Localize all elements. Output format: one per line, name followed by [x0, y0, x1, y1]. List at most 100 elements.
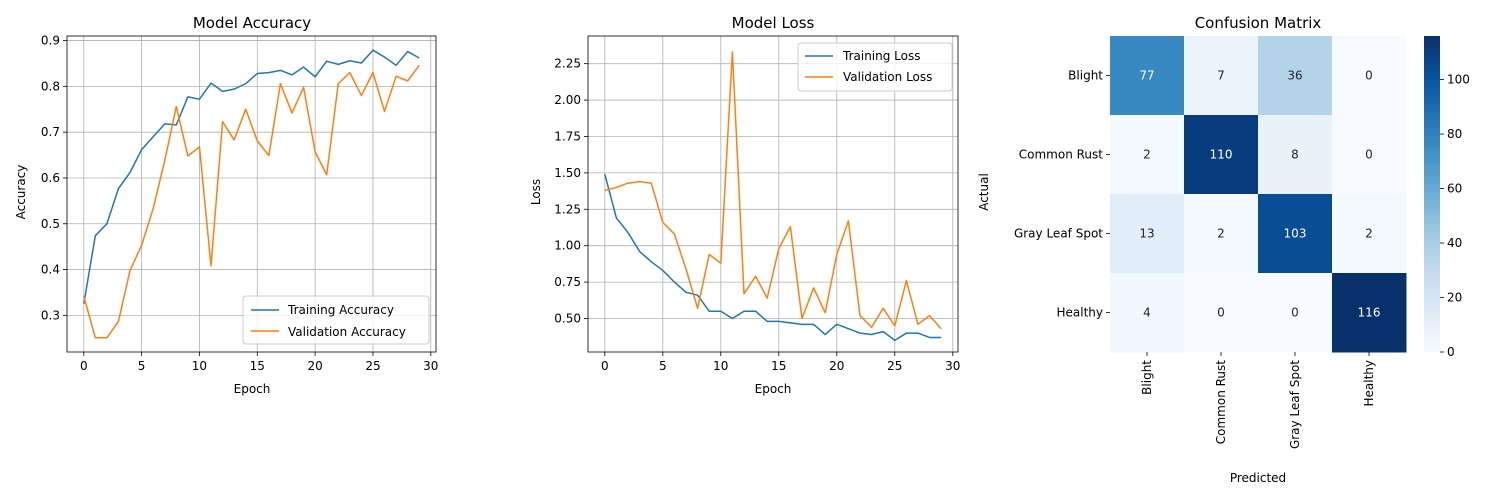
confusion-cell — [1110, 194, 1185, 274]
confusion-cell — [1258, 36, 1333, 116]
confusion-cell-value: 8 — [1291, 148, 1299, 162]
confusion-cell-value: 7 — [1217, 69, 1225, 83]
confusion-col-label: Healthy — [1362, 360, 1376, 407]
loss-ticks: 0 5 10 15 20 25 30 0.50 0.75 1.00 1.25 1.50 1.75 2.00… — [554, 57, 960, 373]
accuracy-ytick-label: 0.9 — [41, 34, 60, 48]
accuracy-ytick-label: 0.3 — [41, 308, 60, 322]
loss-ytick-label: 1.75 — [554, 129, 581, 143]
series-line-validation-loss — [604, 51, 942, 330]
loss-xtick-label: 0 — [601, 359, 609, 373]
confusion-cell — [1258, 194, 1333, 274]
confusion-matrix: Confusion Matrix Predicted Actual 77 7 36 0… — [977, 14, 1470, 485]
colorbar-tick-label: 100 — [1447, 73, 1470, 87]
accuracy-ytick-label: 0.4 — [41, 263, 60, 277]
accuracy-legend-box — [242, 295, 430, 345]
confusion-cell-value: 0 — [1365, 69, 1373, 83]
confusion-cells: 77 7 36 02 110 8 013 2 103 24 0 0 116 — [1110, 36, 1407, 353]
loss-lines — [604, 51, 942, 342]
colorbar-ticks: 0 20 40 60 80 100 — [1440, 73, 1470, 359]
loss-x-label: Epoch — [755, 382, 792, 396]
confusion-cell — [1110, 115, 1185, 195]
loss-ytick-label: 1.50 — [554, 166, 581, 180]
confusion-x-label: Predicted — [1230, 471, 1286, 485]
accuracy-grid — [67, 36, 436, 352]
loss-ytick-label: 0.50 — [554, 312, 581, 326]
confusion-cell — [1258, 273, 1333, 353]
confusion-col-label: Gray Leaf Spot — [1288, 360, 1302, 449]
accuracy-chart-title: Model Accuracy — [193, 14, 311, 32]
accuracy-xtick-label: 30 — [423, 359, 438, 373]
loss-xtick-label: 20 — [829, 359, 844, 373]
accuracy-xtick-label: 10 — [192, 359, 207, 373]
confusion-cell — [1258, 115, 1333, 195]
confusion-cell-value: 110 — [1210, 148, 1233, 162]
confusion-col-label: Blight — [1140, 360, 1154, 395]
confusion-cell — [1332, 273, 1407, 353]
loss-ytick-label: 1.25 — [554, 202, 581, 216]
loss-xtick-label: 10 — [713, 359, 728, 373]
confusion-row-label: Common Rust — [1019, 148, 1104, 162]
confusion-cell — [1332, 36, 1407, 116]
loss-axes-frame — [587, 35, 959, 353]
loss-ytick-label: 2.00 — [554, 93, 581, 107]
colorbar-tick-label: 40 — [1447, 236, 1462, 250]
legend-label-validation-loss: Validation Loss — [843, 70, 932, 84]
accuracy-xtick-label: 25 — [365, 359, 380, 373]
confusion-cell-value: 13 — [1139, 227, 1154, 241]
accuracy-ytick-label: 0.8 — [41, 79, 60, 93]
confusion-y-label: Actual — [977, 173, 991, 211]
confusion-cell-value: 36 — [1287, 69, 1302, 83]
confusion-cell-value: 0 — [1291, 306, 1299, 320]
confusion-cell-value: 2 — [1217, 227, 1225, 241]
confusion-col-label: Common Rust — [1214, 360, 1228, 445]
accuracy-y-label: Accuracy — [14, 165, 28, 220]
confusion-cell-value: 2 — [1365, 227, 1373, 241]
confusion-cell — [1184, 194, 1259, 274]
accuracy-ticks: 0 5 10 15 20 25 30 0.3 0.4 0.5 0.6 0.7 0.8 0.9 — [41, 34, 439, 373]
loss-chart: Model Loss Epoch Loss 0 5 10 15 20 25 30 0.50 0.… — [529, 14, 960, 396]
confusion-cell — [1332, 194, 1407, 274]
loss-xtick-label: 25 — [887, 359, 902, 373]
accuracy-xtick-label: 5 — [138, 359, 146, 373]
confusion-cell — [1110, 273, 1185, 353]
loss-chart-title: Model Loss — [732, 14, 815, 32]
confusion-cell-value: 0 — [1365, 148, 1373, 162]
series-line-training-accuracy — [83, 49, 420, 305]
loss-xtick-label: 30 — [945, 359, 960, 373]
colorbar — [1424, 36, 1440, 352]
confusion-row-label: Gray Leaf Spot — [1014, 227, 1103, 241]
loss-legend-box — [797, 42, 953, 92]
confusion-cell — [1332, 115, 1407, 195]
accuracy-ytick-label: 0.7 — [41, 125, 60, 139]
loss-xtick-label: 15 — [771, 359, 786, 373]
accuracy-lines — [83, 49, 420, 339]
confusion-cell — [1184, 273, 1259, 353]
series-line-training-loss — [604, 174, 942, 342]
legend-label-validation-accuracy: Validation Accuracy — [288, 325, 406, 339]
accuracy-xtick-label: 15 — [250, 359, 265, 373]
confusion-cell-value: 77 — [1139, 69, 1154, 83]
confusion-cell — [1184, 115, 1259, 195]
legend-label-training-accuracy: Training Accuracy — [287, 303, 394, 317]
confusion-cell-value: 2 — [1143, 148, 1151, 162]
confusion-cell-value: 4 — [1143, 306, 1151, 320]
accuracy-xtick-label: 0 — [80, 359, 88, 373]
accuracy-axes-frame — [66, 35, 437, 353]
loss-ytick-label: 1.00 — [554, 239, 581, 253]
loss-ytick-label: 0.75 — [554, 275, 581, 289]
loss-legend: Training Loss Validation Loss — [797, 42, 953, 92]
confusion-cell-value: 116 — [1358, 306, 1381, 320]
confusion-matrix-title: Confusion Matrix — [1195, 14, 1322, 32]
colorbar-tick-label: 60 — [1447, 182, 1462, 196]
loss-ytick-label: 2.25 — [554, 57, 581, 71]
legend-label-training-loss: Training Loss — [842, 49, 920, 63]
colorbar-tick-label: 0 — [1447, 345, 1455, 359]
accuracy-ytick-label: 0.6 — [41, 171, 60, 185]
series-line-validation-accuracy — [83, 64, 420, 339]
confusion-cell-value: 103 — [1284, 227, 1307, 241]
confusion-cell-value: 0 — [1217, 306, 1225, 320]
accuracy-chart: Model Accuracy Epoch Accuracy 0 5 10 15 20 25… — [14, 14, 438, 396]
accuracy-x-label: Epoch — [234, 382, 271, 396]
colorbar-tick-label: 20 — [1447, 291, 1462, 305]
